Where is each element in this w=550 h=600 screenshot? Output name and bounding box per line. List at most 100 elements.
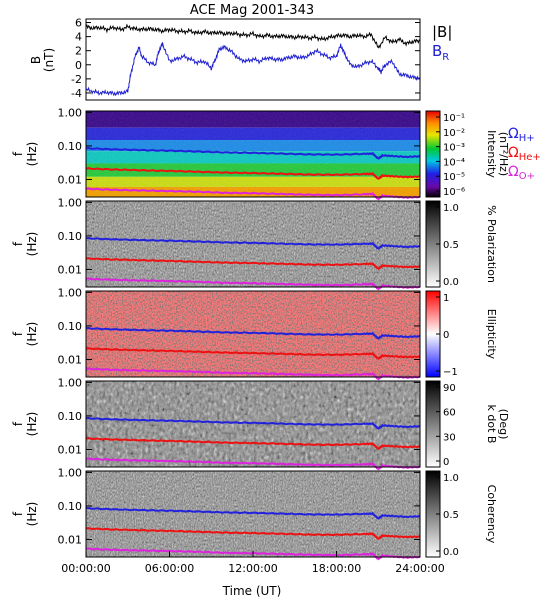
ytick-label: 0.10	[58, 320, 83, 333]
panel-1-ylabel: B	[29, 56, 43, 64]
gyro-line-O	[85, 187, 421, 201]
xtick-label: 00:00:00	[61, 562, 110, 575]
gyro-line-O	[85, 457, 421, 471]
gyro-line-H	[85, 326, 421, 340]
gyro-line-O	[85, 367, 421, 381]
panel-frame	[85, 380, 421, 468]
colorbar-tick-label: 0.0	[443, 547, 459, 558]
x-axis: 00:00:00 06:00:00 12:00:00 18:00:00 24:00:00	[61, 551, 445, 575]
panel-1-ytick-label: -4	[71, 87, 82, 100]
colorbar-label: % Polarization	[485, 205, 498, 283]
legend-omega-He-sub: He+	[519, 152, 541, 163]
legend-absB: |B|	[432, 23, 452, 41]
legend-omega-He-symbol: Ω	[508, 145, 519, 161]
legend-BR: BR	[432, 42, 449, 63]
panel-yunit: (Hz)	[25, 232, 39, 257]
ytick-label: 0.01	[58, 353, 83, 366]
colorbar-label: Ellipticity	[485, 309, 498, 360]
ytick-label: 1.00	[58, 286, 83, 299]
xtick-label: 18:00:00	[312, 562, 361, 575]
gyro-line-O	[85, 277, 421, 291]
legend-BR-sub: R	[442, 52, 449, 63]
ytick-label: 0.01	[58, 533, 83, 546]
figure-title: ACE Mag 2001-343	[190, 3, 314, 18]
xtick-label: 24:00:00	[395, 562, 444, 575]
ytick-label: 0.01	[58, 173, 83, 186]
series-absB	[85, 23, 421, 49]
panel-frame	[85, 200, 421, 288]
panel-yunit: (Hz)	[25, 412, 39, 437]
ytick-label: 1.00	[58, 376, 83, 389]
colorbar-tick-label: 0	[443, 457, 449, 468]
panel-yunit: (Hz)	[25, 322, 39, 347]
gyro-line-He	[85, 437, 421, 450]
panel-frame	[85, 290, 421, 378]
xtick-label: 06:00:00	[145, 562, 194, 575]
panel-ylabel: f	[11, 331, 25, 336]
colorbar-tick-label: 10⁻¹	[443, 113, 465, 124]
gyro-line-H	[85, 416, 421, 430]
panel-ylabel: f	[11, 421, 25, 426]
panel-yunit: (Hz)	[25, 142, 39, 167]
ytick-label: 0.10	[58, 140, 83, 153]
colorbar-tick-label: 30	[443, 432, 456, 443]
colorbar-label: Coherency	[485, 485, 498, 544]
panel-1-ytick-label: 2	[75, 45, 82, 58]
panel-1-series	[85, 23, 421, 97]
colorbar-label: Intensity	[485, 130, 498, 178]
legend-omega-O-sub: O+	[519, 171, 535, 182]
gyro-line-H	[85, 146, 421, 160]
panel-1-ytick-label: -2	[71, 73, 82, 86]
panel-ylabel: f	[11, 151, 25, 156]
legend-omega-H: ΩH+	[508, 126, 535, 144]
gyro-line-He	[85, 167, 421, 180]
gyro-line-O	[85, 547, 421, 561]
colorbar-tick-label: 0.0	[443, 277, 459, 288]
ytick-label: 1.00	[58, 466, 83, 479]
series-BR	[85, 42, 421, 97]
colorbar-tick-label: 10⁻³	[443, 143, 465, 154]
colorbar-tick-label: 1.0	[443, 203, 459, 214]
ytick-label: 0.10	[58, 410, 83, 423]
colorbar-tick-label: −1	[443, 367, 458, 378]
colorbar	[425, 110, 441, 198]
colorbar-tick-label: 60	[443, 408, 456, 419]
gyro-line-He	[85, 257, 421, 270]
x-axis-label: Time (UT)	[222, 584, 282, 598]
colorbar-tick-label: 0	[443, 330, 449, 341]
panel-1-ytick-label: 0	[75, 59, 82, 72]
colorbar-tick-label: 10⁻⁴	[443, 157, 465, 168]
legend-BR-main: B	[432, 42, 442, 60]
panel-1-ytick-label: 6	[75, 17, 82, 30]
legend-omega-O: ΩO+	[508, 164, 535, 182]
spectrogram-panel-3: 1.00 0.10 0.01 f (Hz) 1 0 −1 Ellipticity	[11, 286, 498, 381]
legend-omega-H-sub: H+	[519, 133, 535, 144]
gyro-line-H	[85, 506, 421, 520]
colorbar-tick-label: 0.5	[443, 240, 459, 251]
colorbar-tick-label: 0.5	[443, 510, 459, 521]
panel-1-yunit: (nT)	[42, 48, 56, 72]
ytick-label: 1.00	[58, 196, 83, 209]
panel-yunit: (Hz)	[25, 502, 39, 527]
panel-1-ytick-label: 4	[75, 31, 82, 44]
colorbar-unit: (Deg)	[497, 409, 510, 440]
colorbar-tick-label: 10⁻⁶	[443, 187, 465, 198]
legend-omega-He: ΩHe+	[508, 145, 541, 163]
colorbar-label: k dot B	[485, 405, 498, 444]
colorbar-tick-label: 1.0	[443, 473, 459, 484]
xtick-label: 12:00:00	[228, 562, 277, 575]
colorbar-tick-label: 1	[443, 293, 449, 304]
colorbar-tick-label: 10⁻²	[443, 128, 465, 139]
spectrogram-panel-1: 1.00 0.10 0.01 f (Hz) 10⁻¹ 10⁻² 10⁻³ 10⁻⁴ 10⁻⁵ 10⁻…	[11, 106, 510, 201]
gyro-legend: ΩH+ ΩHe+ ΩO+	[508, 126, 541, 182]
colorbar	[425, 380, 441, 468]
ytick-label: 1.00	[58, 106, 83, 119]
colorbar-tick-label: 10⁻⁵	[443, 172, 465, 183]
ytick-label: 0.10	[58, 500, 83, 513]
colorbar-tick-label: 90	[443, 383, 456, 394]
colorbar-unit: (nT²/Hz)	[497, 132, 510, 176]
ytick-label: 0.01	[58, 263, 83, 276]
